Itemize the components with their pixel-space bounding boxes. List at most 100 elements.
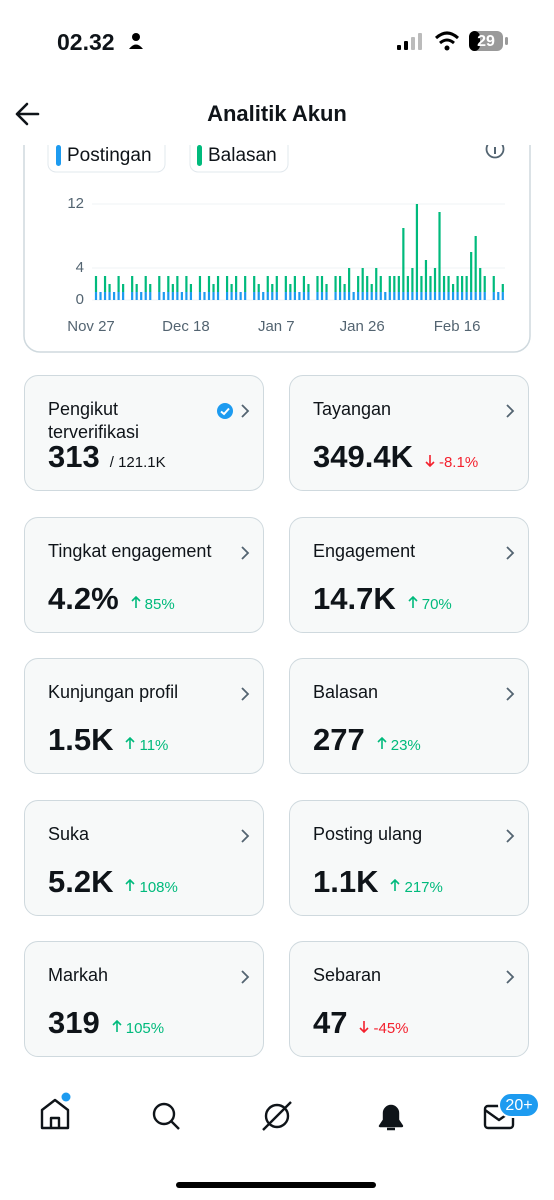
bar [289, 292, 292, 300]
change-arrow [125, 736, 136, 749]
bar [456, 276, 459, 292]
metric-card[interactable]: Markah 319 105% [24, 941, 264, 1057]
bar [388, 276, 391, 292]
y-tick-label: 0 [76, 291, 84, 308]
bar [393, 292, 396, 300]
bar [379, 292, 382, 300]
bar [198, 292, 202, 300]
bar [338, 276, 342, 292]
bar [176, 292, 179, 300]
bar [131, 292, 134, 300]
header-title: Analitik Akun [207, 101, 347, 126]
verified-badge [217, 403, 233, 419]
card-change-value: -8.1% [438, 454, 479, 471]
metric-card[interactable]: Pengikut terverifikasi 313 / 121.1K [24, 375, 264, 491]
bar [479, 268, 482, 292]
bar [189, 284, 193, 292]
bar [402, 292, 405, 300]
metric-card[interactable]: Sebaran 47 -45% [289, 941, 529, 1057]
change-arrow [390, 878, 401, 891]
card-change-value: -45% [373, 1020, 409, 1037]
bar [117, 276, 120, 292]
metric-card[interactable]: Tingkat engagement 4.2% 85% [24, 517, 264, 633]
bar [388, 292, 391, 300]
change-arrow [131, 595, 141, 608]
bar [379, 276, 382, 292]
message-badge: 20+ [505, 1097, 532, 1114]
bar [384, 292, 387, 300]
bar [456, 292, 459, 300]
bar [343, 284, 346, 292]
bar [451, 292, 455, 300]
card-value: 349.4K -8.1% [313, 438, 478, 482]
metric-card[interactable]: Engagement 14.7K 70% [289, 517, 529, 633]
bar [253, 276, 256, 292]
nav-grok[interactable] [262, 1101, 292, 1131]
bar [375, 292, 378, 300]
bar [257, 292, 260, 300]
metric-card[interactable]: Tayangan 349.4K -8.1% [289, 375, 529, 491]
nav-home[interactable] [40, 1098, 70, 1130]
bar [411, 268, 414, 292]
bar [108, 284, 111, 292]
bar [370, 284, 373, 292]
bar [207, 276, 211, 292]
card-value: 5.2K 108% [48, 863, 178, 907]
card-value-number: 1.1K [313, 864, 379, 899]
card-change: 70% [408, 595, 452, 613]
bar [158, 276, 161, 292]
bar [135, 292, 138, 300]
bar [325, 284, 328, 292]
bar [338, 292, 342, 300]
nav-notifications[interactable] [378, 1104, 404, 1131]
metric-card[interactable]: Balasan 277 23% [289, 658, 529, 774]
card-title: Balasan [313, 682, 379, 702]
back-button[interactable] [15, 102, 40, 126]
legend: Postingan Balasan [56, 145, 277, 166]
bar [415, 292, 419, 300]
bar [465, 292, 468, 300]
card-value-number: 319 [48, 1005, 100, 1040]
bar [411, 292, 414, 300]
card-change: -45% [359, 1020, 409, 1037]
bar [212, 284, 215, 292]
nav-search[interactable] [152, 1102, 180, 1130]
bar [397, 276, 400, 292]
bar [447, 292, 450, 300]
bar [461, 292, 464, 300]
bar [158, 292, 161, 300]
metric-card[interactable]: Posting ulang 1.1K 217% [289, 800, 529, 916]
bar [135, 284, 138, 292]
bar [451, 284, 455, 292]
bar [415, 204, 419, 292]
bar [433, 292, 437, 300]
bar [393, 276, 396, 292]
bar [429, 276, 432, 292]
card-value-number: 4.2% [48, 581, 119, 616]
bar [470, 252, 473, 292]
bar [492, 276, 495, 292]
bar [442, 276, 446, 292]
card-change-value: 108% [139, 879, 178, 896]
chevron [241, 687, 250, 701]
chart: 0 4 12 Nov 27 Dec 18 Jan 7 Jan 26 Feb 16 [23, 109, 531, 353]
bar [302, 292, 306, 300]
card-value: 47 -45% [313, 1004, 409, 1048]
bar [257, 284, 260, 292]
bar [501, 284, 504, 292]
status-time: 02.32 [57, 29, 115, 55]
card-value-number: 349.4K [313, 439, 413, 474]
x-tick-label: Dec 18 [162, 318, 210, 335]
bar [216, 292, 220, 300]
metric-card[interactable]: Suka 5.2K 108% [24, 800, 264, 916]
change-arrow [359, 1021, 370, 1034]
bottom-nav: 20+ [40, 1092, 540, 1188]
bar [320, 276, 324, 292]
bar [343, 292, 346, 300]
card-change-value: 11% [139, 737, 169, 754]
card-title: Tayangan [313, 399, 392, 419]
bar [207, 292, 211, 300]
metric-card[interactable]: Kunjungan profil 1.5K 11% [24, 658, 264, 774]
bar [406, 276, 409, 292]
